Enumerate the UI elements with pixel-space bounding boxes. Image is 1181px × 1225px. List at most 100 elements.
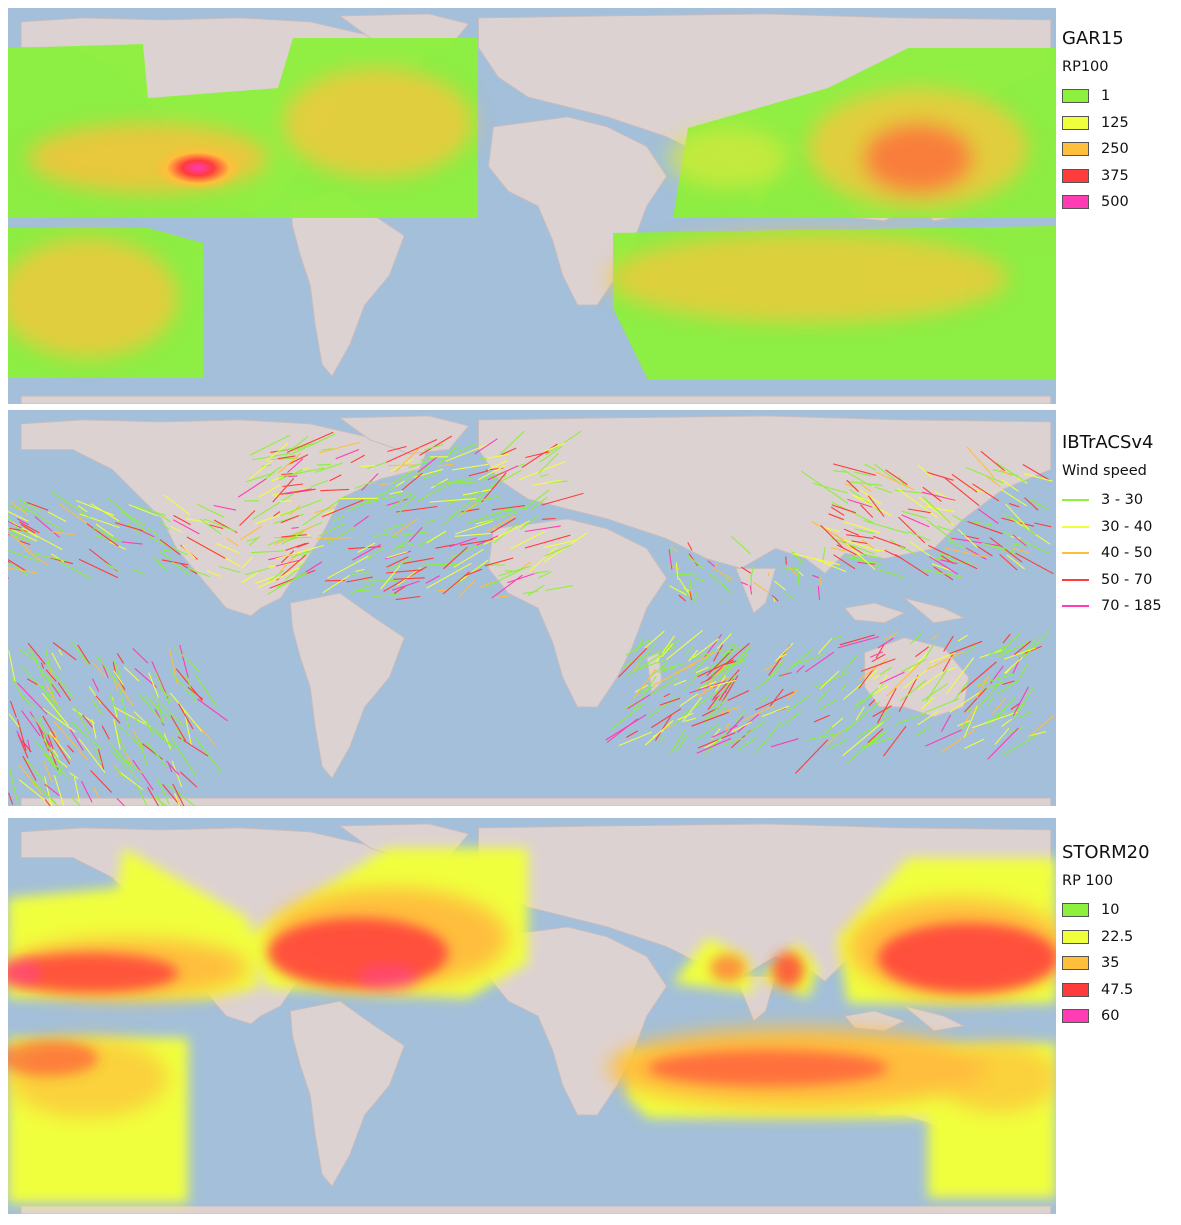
cyclone-track (900, 545, 916, 555)
cyclone-track (159, 520, 170, 531)
cyclone-track (523, 590, 539, 595)
cyclone-track (957, 634, 968, 642)
cyclone-track (45, 661, 75, 700)
cyclone-track (23, 548, 50, 567)
cyclone-track (660, 662, 686, 671)
cyclone-track (52, 642, 77, 661)
cyclone-track (697, 676, 730, 697)
cyclone-track (719, 643, 736, 674)
cyclone-track (387, 445, 407, 452)
cyclone-track (425, 575, 441, 584)
cyclone-track (154, 670, 170, 704)
cyclone-track (291, 526, 299, 529)
cyclone-track (91, 678, 100, 692)
cyclone-track (497, 565, 531, 577)
cyclone-track (18, 779, 51, 806)
cyclone-track (832, 463, 876, 476)
cyclone-track (88, 686, 102, 704)
cyclone-track (187, 686, 204, 700)
cyclone-track (707, 560, 715, 567)
cyclone-track (654, 714, 673, 741)
cyclone-track (288, 454, 309, 465)
cyclone-track (50, 734, 71, 765)
cyclone-track (386, 556, 409, 568)
cyclone-track (525, 451, 550, 459)
cyclone-track (545, 430, 582, 456)
cyclone-track (831, 722, 857, 738)
cyclone-track (898, 675, 919, 712)
cyclone-track (804, 651, 835, 673)
cyclone-track (255, 575, 275, 584)
cyclone-track (464, 568, 482, 577)
cyclone-track (925, 642, 936, 658)
cyclone-track (917, 710, 939, 726)
cyclone-track (950, 537, 1002, 547)
cyclone-track (724, 722, 731, 731)
cyclone-track (270, 457, 299, 461)
cyclone-track (8, 532, 31, 542)
cyclone-track (872, 685, 889, 695)
cyclone-track (169, 669, 191, 695)
cyclone-track (906, 530, 931, 542)
cyclone-track (114, 706, 150, 727)
cyclone-track (137, 692, 165, 725)
cyclone-track (361, 473, 379, 491)
cyclone-track (831, 717, 844, 728)
cyclone-track (349, 583, 375, 595)
cyclone-track (9, 500, 29, 516)
legend-item: 30 - 40 (1062, 514, 1180, 541)
cyclone-track (267, 571, 307, 595)
cyclone-track (386, 569, 423, 574)
cyclone-track (16, 718, 27, 751)
cyclone-track (279, 488, 312, 495)
cyclone-track (45, 669, 57, 682)
cyclone-track (720, 706, 741, 714)
ibtracs-map[interactable] (8, 410, 1056, 806)
cyclone-track (123, 666, 140, 682)
cyclone-track (1003, 647, 1036, 660)
cyclone-track (482, 510, 519, 524)
gar15-map[interactable] (8, 8, 1056, 404)
cyclone-track (715, 675, 726, 692)
cyclone-track (706, 648, 734, 677)
cyclone-track (846, 732, 883, 764)
cyclone-track (487, 465, 519, 481)
cyclone-track (537, 452, 559, 474)
cyclone-track (872, 674, 880, 680)
cyclone-track (93, 746, 103, 764)
legend-item: 1 (1062, 83, 1180, 110)
cyclone-track (443, 546, 468, 570)
cyclone-track (22, 740, 32, 753)
cyclone-track (277, 455, 296, 460)
cyclone-track (241, 556, 253, 569)
cyclone-track (178, 703, 194, 730)
cyclone-track (426, 562, 472, 589)
gar15-legend: GAR15 RP100 1 125 250 375 500 (1062, 28, 1180, 216)
line-swatch (1062, 605, 1089, 608)
cyclone-track (974, 672, 1015, 687)
storm20-map[interactable] (8, 818, 1056, 1214)
cyclone-track (670, 729, 686, 754)
cyclone-track (809, 589, 813, 591)
cyclone-track (44, 646, 50, 668)
cyclone-track (8, 713, 20, 728)
cyclone-track (742, 704, 776, 722)
legend-label: 250 (1101, 141, 1129, 158)
legend-item: 10 (1062, 897, 1180, 924)
cyclone-track (27, 642, 46, 665)
cyclone-track (174, 792, 181, 806)
swatch (1062, 982, 1089, 997)
cyclone-track (718, 706, 729, 712)
cyclone-track (120, 510, 145, 526)
cyclone-track (1023, 473, 1053, 482)
cyclone-track (468, 470, 489, 477)
cyclone-track (752, 581, 769, 594)
cyclone-track (40, 662, 45, 669)
legend-label: 35 (1101, 955, 1120, 972)
cyclone-track (1000, 469, 1012, 476)
cyclone-track (837, 636, 880, 649)
cyclone-track (168, 784, 196, 806)
cyclone-track (721, 645, 744, 656)
cyclone-track (964, 707, 973, 713)
cyclone-track (842, 721, 884, 757)
